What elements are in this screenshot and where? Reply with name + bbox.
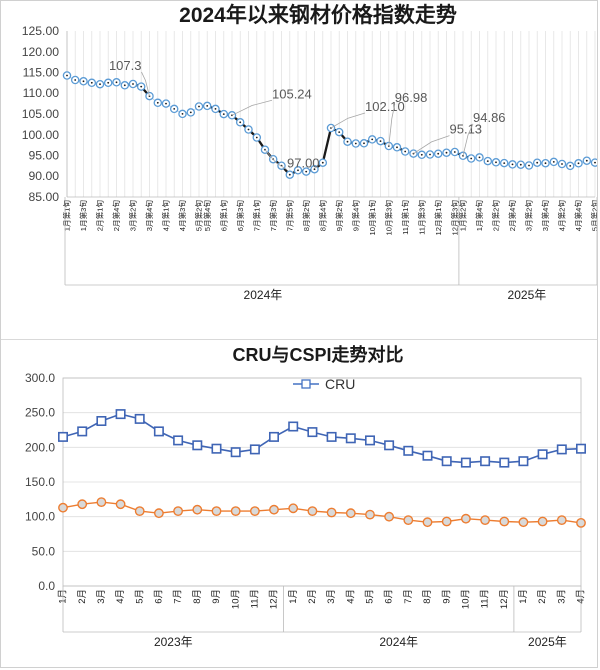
svg-text:95.00: 95.00 [29, 149, 60, 163]
svg-text:7月: 7月 [173, 589, 184, 604]
svg-text:2月: 2月 [77, 589, 88, 604]
svg-text:100.0: 100.0 [25, 510, 55, 524]
svg-text:6月: 6月 [154, 589, 165, 604]
svg-text:110.00: 110.00 [23, 86, 60, 100]
svg-text:200.0: 200.0 [25, 440, 55, 454]
svg-text:2月第2旬: 2月第2旬 [491, 200, 501, 232]
svg-text:3月: 3月 [326, 589, 337, 604]
svg-text:2月: 2月 [307, 589, 318, 604]
svg-text:8月: 8月 [192, 589, 203, 604]
svg-text:2月: 2月 [537, 589, 548, 604]
svg-text:90.00: 90.00 [29, 169, 60, 183]
svg-text:107.3: 107.3 [109, 58, 142, 73]
svg-text:10月: 10月 [230, 589, 241, 609]
svg-text:1月第3旬: 1月第3旬 [78, 200, 88, 232]
svg-text:1月: 1月 [518, 589, 529, 604]
svg-text:10月第3旬: 10月第3旬 [383, 200, 393, 236]
svg-text:4月第1旬: 4月第1旬 [161, 200, 171, 232]
svg-text:2月第4旬: 2月第4旬 [507, 200, 517, 232]
svg-text:150.0: 150.0 [25, 475, 55, 489]
svg-text:12月: 12月 [499, 589, 510, 609]
svg-text:5月: 5月 [365, 589, 376, 604]
svg-text:2025年: 2025年 [528, 635, 567, 649]
svg-text:3月第4旬: 3月第4旬 [540, 200, 550, 232]
svg-text:2024年以来钢材价格指数走势: 2024年以来钢材价格指数走势 [179, 3, 457, 27]
svg-text:3月第2旬: 3月第2旬 [128, 200, 138, 232]
svg-text:3月: 3月 [96, 589, 107, 604]
svg-text:11月第1旬: 11月第1旬 [400, 200, 410, 235]
svg-text:5月第4旬: 5月第4旬 [202, 200, 212, 232]
svg-text:6月: 6月 [384, 589, 395, 604]
svg-text:8月第2旬: 8月第2旬 [301, 200, 311, 232]
svg-text:9月: 9月 [441, 589, 452, 604]
svg-text:9月: 9月 [211, 589, 222, 604]
svg-text:105.00: 105.00 [22, 107, 59, 121]
svg-text:12月: 12月 [269, 589, 280, 609]
svg-text:1月第1旬: 1月第1旬 [62, 200, 72, 232]
svg-text:115.00: 115.00 [23, 66, 60, 80]
svg-text:8月第4旬: 8月第4旬 [317, 200, 327, 232]
svg-text:3月第2旬: 3月第2旬 [524, 200, 534, 232]
svg-text:11月第3旬: 11月第3旬 [416, 200, 426, 235]
svg-text:3月: 3月 [556, 589, 567, 604]
svg-text:100.00: 100.00 [22, 128, 59, 142]
svg-text:2024年: 2024年 [379, 635, 418, 649]
svg-text:120.00: 120.00 [22, 45, 59, 59]
svg-text:2月第4旬: 2月第4旬 [111, 200, 121, 232]
svg-text:7月: 7月 [403, 589, 414, 604]
svg-text:7月第5旬: 7月第5旬 [284, 200, 294, 232]
svg-text:4月第4旬: 4月第4旬 [573, 200, 583, 232]
svg-text:9月第2旬: 9月第2旬 [334, 200, 344, 232]
svg-text:2023年: 2023年 [154, 635, 193, 649]
svg-text:12月第1旬: 12月第1旬 [433, 200, 443, 236]
svg-text:9月第4旬: 9月第4旬 [350, 200, 360, 232]
svg-text:300.0: 300.0 [25, 371, 55, 385]
svg-text:7月第1旬: 7月第1旬 [251, 200, 261, 232]
svg-text:97.00: 97.00 [287, 156, 320, 171]
svg-text:250.0: 250.0 [25, 406, 55, 420]
svg-text:2月第1旬: 2月第1旬 [95, 200, 105, 232]
svg-text:2025年: 2025年 [508, 288, 547, 302]
svg-text:3月第4旬: 3月第4旬 [144, 200, 154, 232]
svg-text:6月第1旬: 6月第1旬 [218, 200, 228, 232]
svg-text:125.00: 125.00 [22, 24, 59, 38]
svg-text:CRU: CRU [325, 376, 355, 392]
svg-text:50.0: 50.0 [32, 544, 56, 558]
svg-text:4月: 4月 [345, 589, 356, 604]
svg-text:85.00: 85.00 [29, 190, 60, 204]
svg-text:10月第1旬: 10月第1旬 [367, 200, 377, 236]
svg-text:10月: 10月 [461, 589, 472, 609]
svg-text:8月: 8月 [422, 589, 433, 604]
svg-text:5月: 5月 [134, 589, 145, 604]
svg-text:1月: 1月 [288, 589, 299, 604]
svg-text:CRU与CSPI走势对比: CRU与CSPI走势对比 [232, 344, 403, 365]
svg-text:11月: 11月 [480, 589, 491, 608]
svg-text:4月: 4月 [115, 589, 126, 604]
svg-text:94.86: 94.86 [473, 110, 506, 125]
svg-text:105.24: 105.24 [272, 86, 312, 101]
svg-text:6月第3旬: 6月第3旬 [235, 200, 245, 232]
svg-text:96.98: 96.98 [395, 90, 428, 105]
svg-text:0.0: 0.0 [38, 579, 55, 593]
svg-text:7月第3旬: 7月第3旬 [268, 200, 278, 232]
svg-text:11月: 11月 [250, 589, 261, 608]
svg-text:4月第3旬: 4月第3旬 [177, 200, 187, 232]
svg-text:2024年: 2024年 [244, 288, 283, 302]
svg-text:1月第4旬: 1月第4旬 [474, 200, 484, 232]
svg-text:4月第2旬: 4月第2旬 [557, 200, 567, 232]
